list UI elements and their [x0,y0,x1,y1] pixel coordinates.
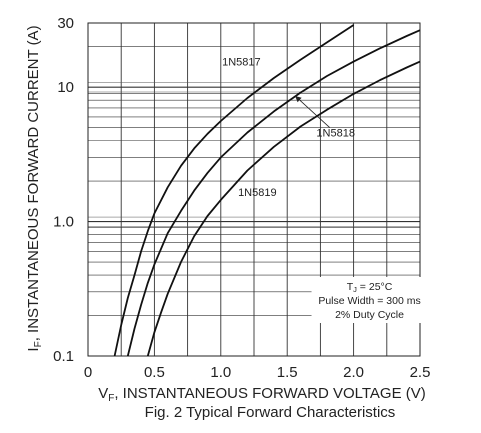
conditions-temperature: TJ = 25°C [347,281,393,294]
y-tick-label: 0.1 [53,348,74,365]
series-label-1n5818: 1N5818 [316,127,355,139]
y-tick-label: 1.0 [53,214,74,231]
curves [113,24,421,357]
conditions-pulse-width: Pulse Width = 300 ms [318,295,420,307]
series-label-1n5819: 1N5819 [238,187,277,199]
figure-caption: Fig. 2 Typical Forward Characteristics [145,404,396,421]
x-tick-label: 0 [84,364,92,381]
x-tick-label: 1.5 [277,364,298,381]
series-label-leader-1n5818 [294,95,330,128]
x-tick-labels: 0 0.5 1.0 1.5 2.0 2.5 [84,364,431,381]
plot-frame [87,22,421,357]
conditions-duty-cycle: 2% Duty Cycle [335,309,404,321]
x-tick-label: 1.0 [210,364,231,381]
y-tick-labels: 0.1 1.0 10 30 [53,15,74,365]
series-label-arrow-1n5818 [295,95,302,103]
conditions-box [311,277,428,323]
y-axis-title: IF, INSTANTANEOUS FORWARD CURRENT (A) [25,25,44,351]
curve-1n5819 [146,60,421,357]
x-axis-title: VF, INSTANTANEOUS FORWARD VOLTAGE (V) [98,385,426,404]
y-tick-label: 30 [57,15,74,32]
x-tick-label: 0.5 [144,364,165,381]
curve-1n5818 [126,29,421,357]
series-label-1n5817: 1N5817 [222,56,261,68]
x-tick-label: 2.5 [410,364,431,381]
curve-1n5817 [113,24,355,357]
y-tick-label: 10 [57,79,74,96]
x-tick-label: 2.0 [343,364,364,381]
